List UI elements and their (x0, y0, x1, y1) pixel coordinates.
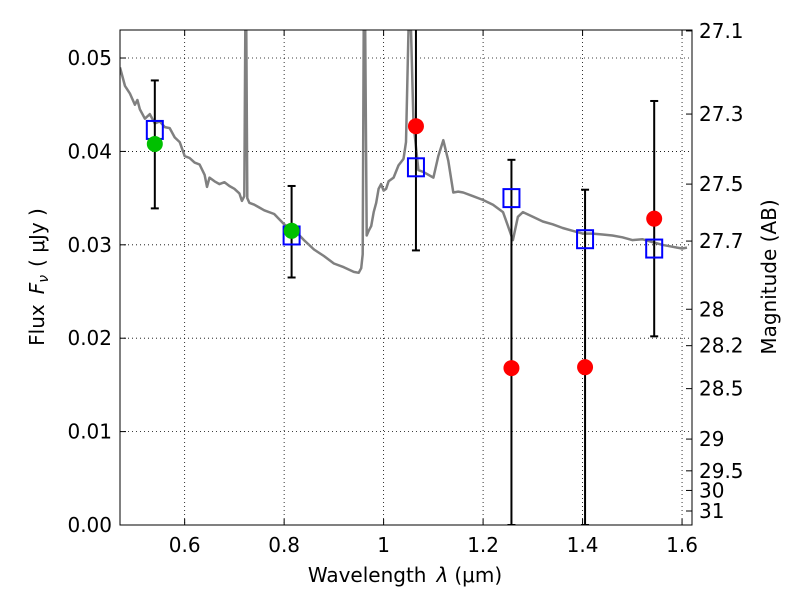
grid-lines (120, 30, 692, 525)
magnitude-tick-label: 28.5 (699, 377, 744, 401)
model-sed-line (120, 30, 688, 275)
magnitude-tick-label: 27.3 (699, 102, 744, 126)
magnitude-tick-label: 29.5 (699, 459, 744, 483)
magnitude-tick-label: 28 (699, 297, 724, 321)
y-tick-label: 0.02 (67, 326, 112, 350)
x-axis-label: Wavelength λ (μm) (308, 563, 502, 587)
axes: 0.6 0.8 1 1.2 1.4 1.6 0.00 0.01 0.02 0.03 0.04 0.05… (67, 19, 743, 557)
x-tick-label: 1.2 (467, 533, 499, 557)
y-tick-label: 0.05 (67, 46, 112, 70)
model-flux-square (645, 238, 664, 259)
magnitude-tick-label: 30 (699, 478, 724, 502)
y-axis-label: FluxFν( μJy ) (25, 208, 52, 346)
y-tick-label: 0.00 (67, 513, 112, 537)
observed-flux-point (146, 135, 163, 152)
plot-frame (119, 29, 693, 526)
y-tick-label: 0.01 (67, 420, 112, 444)
observed-flux-point (407, 118, 424, 135)
observed-flux-point (283, 222, 300, 239)
model-flux-square (576, 229, 595, 250)
y-tick-label: 0.03 (67, 233, 112, 257)
magnitude-tick-label: 27.7 (699, 229, 744, 253)
model-flux-square (406, 157, 425, 178)
x-tick-label: 0.6 (169, 533, 201, 557)
x-tick-label: 1.6 (666, 533, 698, 557)
y-tick-label: 0.04 (67, 139, 112, 163)
observed-flux-point (646, 210, 663, 227)
x-tick-label: 1.4 (567, 533, 599, 557)
magnitude-tick-label: 28.2 (699, 334, 744, 358)
plot-area (120, 30, 688, 525)
right-axis-label: Magnitude (AB) (757, 199, 781, 354)
magnitude-tick-label: 27.5 (699, 172, 744, 196)
x-tick-label: 1 (377, 533, 390, 557)
model-flux-square (502, 188, 521, 209)
observed-flux-point (577, 359, 594, 376)
x-tick-label: 0.8 (268, 533, 300, 557)
magnitude-tick-label: 31 (699, 499, 724, 523)
magnitude-tick-label: 29 (699, 427, 724, 451)
magnitude-tick-label: 27.1 (699, 19, 744, 43)
observed-flux-point (503, 360, 520, 377)
